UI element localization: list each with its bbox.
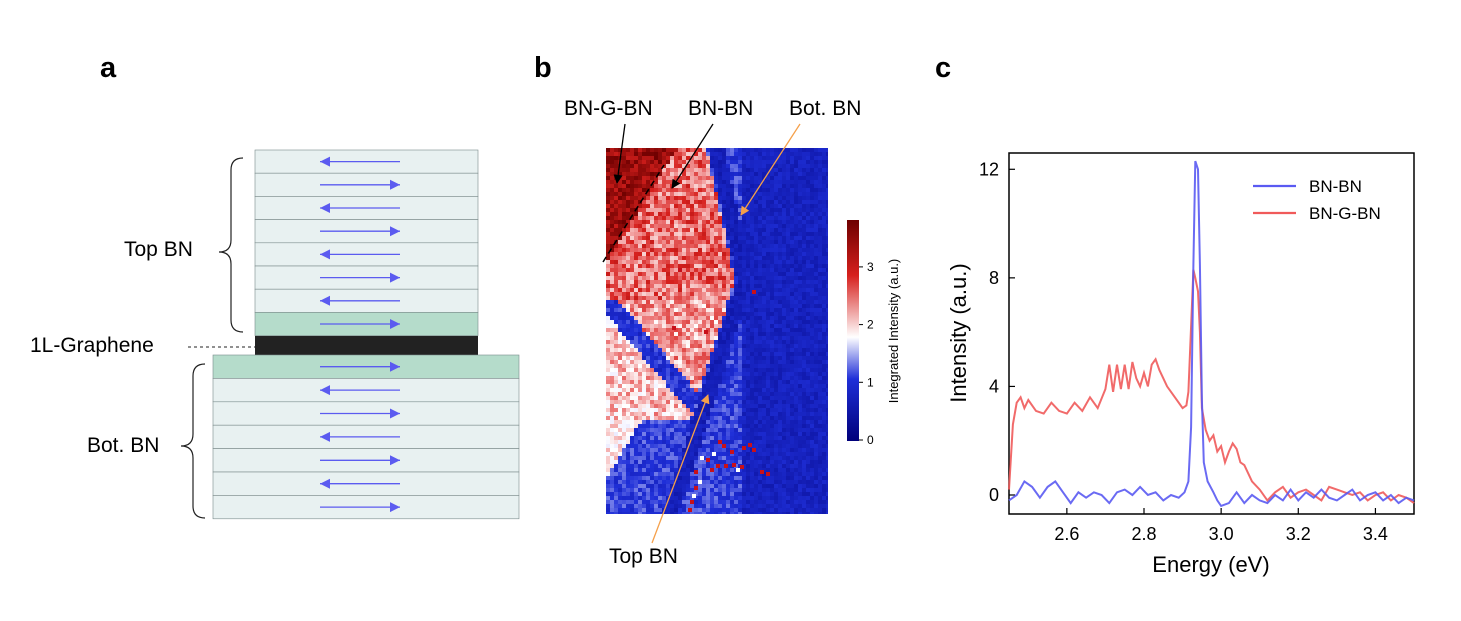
colorbar-tick-label: 1 [867, 375, 874, 389]
spin-arrow-head [390, 502, 400, 513]
y-tick-label: 4 [989, 376, 999, 396]
series-line-bn-g-bn [1008, 269, 1415, 504]
plot-frame [1008, 152, 1415, 515]
spin-arrow-head [390, 455, 400, 466]
y-tick-label: 8 [989, 268, 999, 288]
spin-arrow-head [320, 431, 330, 442]
x-axis-label: Energy (eV) [1152, 552, 1269, 577]
bot-bn-arrow [740, 123, 801, 216]
colorbar-tick-label: 2 [867, 318, 874, 332]
spin-arrow-head [320, 295, 330, 306]
panel-c-letter: c [935, 52, 952, 84]
panel-b-letter: b [534, 52, 552, 84]
spin-arrow-head [320, 156, 330, 167]
spin-arrow-head [390, 179, 400, 190]
x-tick-label: 3.0 [1209, 524, 1234, 544]
spin-arrow-head [390, 319, 400, 329]
label-bn-bn: BN-BN [688, 97, 754, 120]
graphene-layer [255, 336, 478, 355]
colorbar-tick-label: 3 [867, 260, 874, 274]
spin-arrow-head [390, 408, 400, 419]
y-tick-label: 0 [989, 485, 999, 505]
x-tick-label: 2.6 [1054, 524, 1079, 544]
legend-label: BN-BN [1309, 177, 1362, 196]
top-bn-arrow [651, 394, 710, 544]
x-tick-label: 3.2 [1286, 524, 1311, 544]
intensity-map [606, 148, 828, 514]
spin-arrow-head [390, 272, 400, 283]
label-bn-g-bn: BN-G-BN [564, 97, 653, 120]
panel-a-letter: a [100, 52, 117, 84]
bn-bn-arrow [671, 123, 714, 189]
chart-legend: BN-BN BN-G-BN [1253, 177, 1381, 223]
bn-g-bn-arrow [613, 123, 626, 184]
colorbar-title: Integrated Intensity (a.u.) [886, 259, 901, 404]
y-tick-label: 12 [979, 159, 999, 179]
spin-arrow-head [320, 203, 330, 213]
top-bn-label: Top BN [124, 238, 193, 261]
colorbar [847, 220, 859, 441]
graphene-label: 1L-Graphene [30, 334, 154, 357]
bot-bn-label: Bot. BN [87, 434, 160, 457]
spin-arrow-head [320, 249, 330, 260]
x-tick-label: 3.4 [1363, 524, 1388, 544]
series-line-bn-bn [1008, 160, 1415, 508]
y-axis-label: Intensity (a.u.) [946, 263, 971, 402]
legend-label: BN-G-BN [1309, 204, 1381, 223]
spin-arrow-head [390, 361, 400, 372]
spin-arrow-head [390, 226, 400, 237]
label-top-bn: Top BN [609, 545, 678, 568]
bot-bn-brace [180, 363, 206, 519]
spin-arrow-head [320, 385, 330, 396]
layer-stack-diagram [180, 149, 520, 520]
x-tick-label: 2.8 [1131, 524, 1156, 544]
spin-arrow-head [320, 478, 330, 489]
boundary-dashed-line [602, 164, 665, 263]
label-bot-bn: Bot. BN [789, 97, 862, 120]
colorbar-ticks: 0 1 2 3 [859, 260, 874, 447]
top-bn-brace [218, 157, 244, 333]
colorbar-tick-label: 0 [867, 433, 874, 447]
